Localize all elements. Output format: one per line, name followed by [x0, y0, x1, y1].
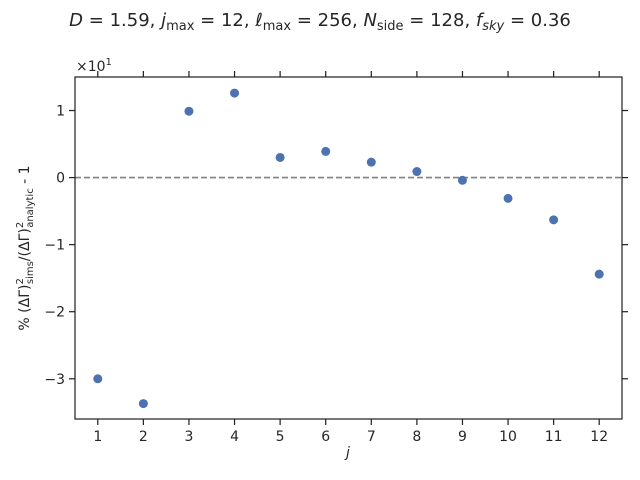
- x-tick-label: 7: [367, 429, 376, 445]
- x-tick-label: 3: [184, 429, 193, 445]
- x-tick-label: 8: [412, 429, 421, 445]
- y-tick-label: −1: [44, 238, 65, 254]
- data-point: [93, 374, 103, 384]
- data-point: [275, 152, 285, 162]
- x-tick-label: 12: [590, 429, 608, 445]
- x-tick-label: 9: [458, 429, 467, 445]
- x-tick-label: 11: [545, 429, 563, 445]
- x-tick-label: 2: [139, 429, 148, 445]
- y-tick-label: 1: [56, 104, 65, 120]
- y-tick-label: −2: [44, 305, 65, 321]
- x-tick-label: 10: [499, 429, 517, 445]
- y-tick-label: −3: [44, 372, 65, 388]
- title-d-value: 1.59: [110, 10, 150, 31]
- data-point: [457, 175, 467, 185]
- title-fsky-value: 0.36: [531, 10, 571, 31]
- data-point: [321, 146, 331, 156]
- y-axis-label: % (ΔΓ)2sims/(ΔΓ)2analytic - 1: [15, 165, 36, 330]
- data-point: [594, 269, 604, 279]
- data-point: [366, 157, 376, 167]
- data-point: [549, 215, 559, 225]
- x-axis-label: j: [344, 445, 350, 461]
- title-lmax-value: 256: [318, 10, 352, 31]
- title-nside-value: 128: [430, 10, 464, 31]
- data-point: [503, 193, 513, 203]
- axes-frame: [74, 76, 623, 420]
- x-tick-label: 1: [93, 429, 102, 445]
- x-tick-label: 6: [321, 429, 330, 445]
- x-tick-label: 5: [276, 429, 285, 445]
- chart-title: D = 1.59, jmax = 12, ℓmax = 256, Nside =…: [69, 10, 571, 34]
- title-jmax-value: 12: [221, 10, 244, 31]
- data-point: [184, 106, 194, 116]
- data-point: [138, 399, 148, 409]
- y-tick-label: 0: [56, 171, 65, 187]
- x-tick-label: 4: [230, 429, 239, 445]
- plot-area: 1 2 3 4 5 6 7 8 9 10 11 12−3−2−101: [44, 71, 628, 445]
- y-offset-label: ×101: [76, 57, 112, 75]
- data-point: [412, 167, 422, 177]
- data-point: [230, 88, 240, 98]
